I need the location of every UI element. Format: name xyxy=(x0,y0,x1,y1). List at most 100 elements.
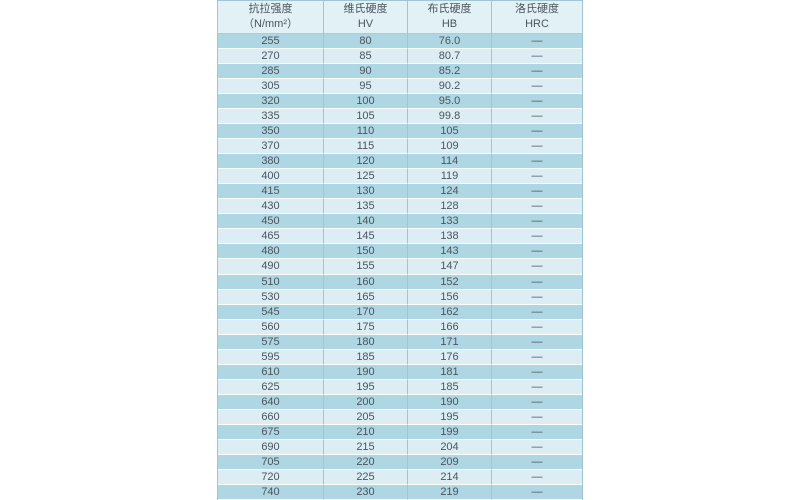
table-cell: 450 xyxy=(218,214,324,230)
table-cell: 133 xyxy=(408,214,492,230)
table-row: 255 80 76.0— xyxy=(218,34,582,50)
table-cell: 105 xyxy=(408,124,492,140)
table-cell: — xyxy=(492,274,582,290)
table-cell: 162 xyxy=(408,304,492,320)
table-cell: 165 xyxy=(324,289,408,305)
table-cell: — xyxy=(492,34,582,50)
table-cell: 185 xyxy=(324,349,408,365)
table-cell: 195 xyxy=(408,409,492,425)
table-cell: 109 xyxy=(408,139,492,155)
table-row: 285 90 85.2— xyxy=(218,64,582,80)
table-cell: — xyxy=(492,379,582,395)
table-cell: 80 xyxy=(324,34,408,50)
table-row: 690 215 204— xyxy=(218,439,582,455)
table-cell: 95 xyxy=(324,79,408,95)
table-cell: 305 xyxy=(218,79,324,95)
table-cell: 740 xyxy=(218,484,324,500)
hardness-conversion-table: 抗拉强度 （N/mm²） 维氏硬度 HV 布氏硬度 HB 洛氏硬度 HRC xyxy=(217,0,583,500)
table-cell: 110 xyxy=(324,124,408,140)
table-cell: — xyxy=(492,484,582,500)
table-cell: 124 xyxy=(408,184,492,200)
table-cell: 175 xyxy=(324,319,408,335)
table-cell: 85.2 xyxy=(408,64,492,80)
table-cell: 76.0 xyxy=(408,34,492,50)
col-header-unit: HB xyxy=(441,18,458,30)
table-cell: — xyxy=(492,304,582,320)
table-cell: 660 xyxy=(218,409,324,425)
table-row: 640 200 190— xyxy=(218,394,582,410)
table-cell: 128 xyxy=(408,199,492,215)
table-row: 305 95 90.2— xyxy=(218,79,582,95)
table-cell: — xyxy=(492,49,582,65)
table-cell: 370 xyxy=(218,139,324,155)
table-cell: 125 xyxy=(324,169,408,185)
table-cell: 156 xyxy=(408,289,492,305)
table-cell: 185 xyxy=(408,379,492,395)
table-cell: 560 xyxy=(218,319,324,335)
table-cell: — xyxy=(492,214,582,230)
table-row: 545 170 162— xyxy=(218,304,582,320)
table-cell: 675 xyxy=(218,424,324,440)
table-cell: — xyxy=(492,364,582,380)
table-cell: 80.7 xyxy=(408,49,492,65)
table-cell: 195 xyxy=(324,379,408,395)
conversion-table: 抗拉强度 （N/mm²） 维氏硬度 HV 布氏硬度 HB 洛氏硬度 HRC xyxy=(218,1,582,500)
table-cell: — xyxy=(492,199,582,215)
table-cell: 705 xyxy=(218,454,324,470)
table-row: 660 205 195— xyxy=(218,409,582,425)
table-cell: 152 xyxy=(408,274,492,290)
table-cell: 625 xyxy=(218,379,324,395)
table-cell: 335 xyxy=(218,109,324,125)
table-row: 270 85 80.7— xyxy=(218,49,582,65)
table-cell: 199 xyxy=(408,424,492,440)
table-cell: 510 xyxy=(218,274,324,290)
table-cell: 640 xyxy=(218,394,324,410)
table-cell: 176 xyxy=(408,349,492,365)
table-row: 530 165 156— xyxy=(218,289,582,305)
table-row: 430 135 128— xyxy=(218,199,582,215)
table-cell: 170 xyxy=(324,304,408,320)
table-cell: 400 xyxy=(218,169,324,185)
table-cell: 105 xyxy=(324,109,408,125)
table-cell: 205 xyxy=(324,409,408,425)
table-cell: 430 xyxy=(218,199,324,215)
table-cell: — xyxy=(492,319,582,335)
table-row: 595 185 176— xyxy=(218,349,582,365)
table-cell: 147 xyxy=(408,259,492,275)
table-cell: 480 xyxy=(218,244,324,260)
table-cell: 190 xyxy=(324,364,408,380)
table-cell: 143 xyxy=(408,244,492,260)
table-cell: 255 xyxy=(218,34,324,50)
table-cell: 115 xyxy=(324,139,408,155)
col-header-title: 维氏硬度 xyxy=(343,3,388,15)
table-cell: 285 xyxy=(218,64,324,80)
table-row: 320 100 95.0— xyxy=(218,94,582,110)
table-cell: — xyxy=(492,64,582,80)
table-cell: 220 xyxy=(324,454,408,470)
table-cell: — xyxy=(492,184,582,200)
table-cell: 180 xyxy=(324,334,408,350)
table-cell: 690 xyxy=(218,439,324,455)
table-row: 400 125 119— xyxy=(218,169,582,185)
col-header-rockwell: 洛氏硬度 HRC xyxy=(492,1,582,34)
table-cell: 181 xyxy=(408,364,492,380)
table-row: 450 140 133— xyxy=(218,214,582,230)
table-row: 610 190 181— xyxy=(218,364,582,380)
table-row: 510 160 152— xyxy=(218,274,582,290)
table-row: 720 225 214— xyxy=(218,469,582,485)
table-cell: 140 xyxy=(324,214,408,230)
table-cell: — xyxy=(492,139,582,155)
table-cell: 415 xyxy=(218,184,324,200)
table-cell: 85 xyxy=(324,49,408,65)
table-cell: — xyxy=(492,169,582,185)
col-header-unit: （N/mm²） xyxy=(243,18,298,30)
table-cell: — xyxy=(492,244,582,260)
table-row: 370 115 109— xyxy=(218,139,582,155)
table-cell: — xyxy=(492,79,582,95)
table-cell: — xyxy=(492,229,582,245)
table-cell: 230 xyxy=(324,484,408,500)
table-cell: 145 xyxy=(324,229,408,245)
table-cell: 465 xyxy=(218,229,324,245)
table-cell: 720 xyxy=(218,469,324,485)
